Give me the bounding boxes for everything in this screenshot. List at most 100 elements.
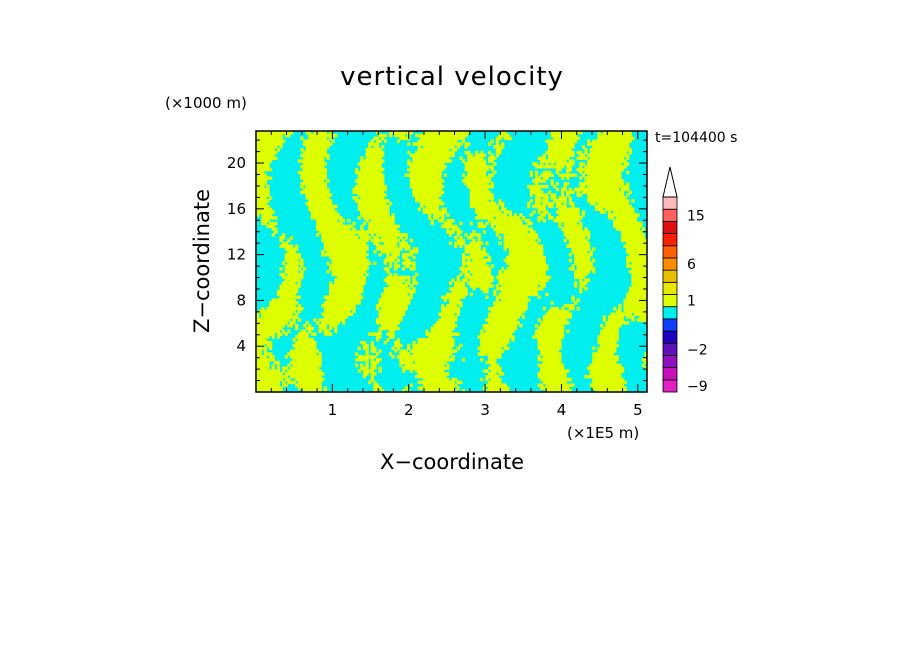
field-cell [321,179,325,183]
field-cell [428,182,432,186]
field-cell [370,216,374,220]
field-cell [430,142,434,146]
field-cell [428,139,432,143]
field-cell [287,369,291,373]
field-cell [537,346,541,351]
field-cell [271,131,275,135]
field-cell [365,210,369,214]
field-cell [469,264,473,268]
field-cell [355,301,359,305]
field-cell [342,244,346,248]
field-cell [422,173,427,177]
field-cell [378,349,382,353]
field-cell [506,386,510,390]
field-cell [415,357,419,362]
field-cell [469,182,473,186]
field-cell [271,355,275,359]
field-cell [289,306,294,311]
field-cell [344,235,348,240]
field-cell [474,167,479,172]
field-cell [326,321,330,325]
field-cell [495,383,500,387]
field-cell [315,133,320,138]
field-cell [308,355,312,359]
field-cell [407,301,411,305]
field-cell [349,306,354,311]
field-cell [430,162,434,166]
field-cell [467,250,471,254]
field-cell [534,162,539,166]
field-cell [357,238,361,243]
field-cell [295,326,299,331]
field-cell [375,389,380,392]
field-cell [344,233,348,237]
field-cell [503,343,507,348]
field-cell [297,318,301,322]
field-cell [360,287,364,291]
field-cell [459,272,463,277]
field-cell [482,272,486,277]
field-cell [355,287,359,291]
field-cell [282,261,286,265]
field-cell [430,196,434,200]
field-cell [313,148,317,152]
field-cell [412,190,416,195]
field-cell [498,332,502,336]
field-cell [342,224,346,229]
field-cell [269,136,273,141]
field-cell [287,133,291,138]
field-cell [297,255,301,260]
field-cell [370,204,374,209]
field-cell [362,210,367,214]
field-cell [490,374,494,379]
field-cell [331,207,335,212]
field-cell [284,332,288,336]
field-cell [441,374,445,379]
field-cell [417,193,421,197]
field-cell [529,230,533,234]
field-cell [368,167,372,172]
field-cell [433,340,437,345]
field-cell [438,173,442,177]
field-cell [553,196,557,200]
field-cell [287,301,291,305]
field-cell [365,204,369,209]
field-cell [373,221,377,226]
field-cell [292,292,296,297]
field-cell [553,335,557,339]
field-cell [493,315,497,319]
field-cell [477,167,481,172]
field-cell [469,159,473,163]
field-cell [386,252,390,257]
field-cell [258,210,262,214]
field-cell [433,366,437,370]
field-cell [256,159,260,163]
field-cell [315,167,320,172]
field-cell [310,201,314,206]
field-cell [326,261,330,265]
field-cell [508,244,513,248]
field-cell [542,284,546,288]
field-cell [550,363,554,368]
field-cell [540,363,544,368]
field-cell [318,145,322,149]
field-cell [263,346,268,351]
field-cell [477,176,481,180]
field-cell [428,136,432,141]
field-cell [407,366,411,370]
field-cell [501,386,505,390]
field-cell [331,315,335,319]
field-cell [263,210,268,214]
field-cell [477,190,481,195]
field-cell [381,238,385,243]
field-cell [480,281,484,285]
field-cell [438,165,442,169]
field-cell [297,380,301,385]
field-cell [495,210,500,214]
field-cell [357,289,361,294]
field-cell [342,292,346,297]
field-cell [441,162,445,166]
field-cell [514,267,518,271]
field-cell [433,173,437,177]
field-cell [336,258,341,263]
